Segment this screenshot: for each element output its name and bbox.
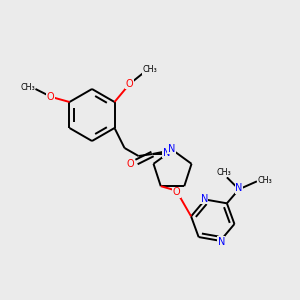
Text: N: N <box>235 183 243 193</box>
Text: N: N <box>168 144 175 154</box>
Text: N: N <box>163 148 170 158</box>
Text: CH₃: CH₃ <box>142 65 157 74</box>
Text: O: O <box>126 79 133 89</box>
Text: CH₃: CH₃ <box>257 176 272 185</box>
Text: O: O <box>127 159 134 169</box>
Text: CH₃: CH₃ <box>20 82 35 91</box>
Text: O: O <box>47 92 54 102</box>
Text: N: N <box>218 237 225 247</box>
Text: CH₃: CH₃ <box>217 168 231 177</box>
Text: N: N <box>200 194 208 203</box>
Text: O: O <box>173 187 181 197</box>
